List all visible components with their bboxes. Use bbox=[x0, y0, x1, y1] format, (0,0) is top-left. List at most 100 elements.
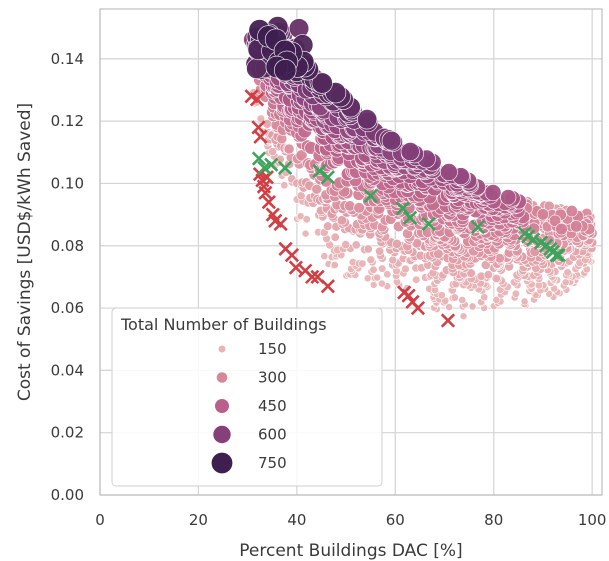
legend: Total Number of Buildings 150 300 450 600 75… bbox=[111, 307, 383, 487]
bubble-point bbox=[459, 312, 468, 321]
green-x-marker bbox=[402, 210, 418, 225]
green-x-marker bbox=[312, 163, 327, 179]
red-x-marker bbox=[305, 269, 320, 285]
legend-label: 150 bbox=[258, 340, 287, 358]
y-tick-label: 0.10 bbox=[51, 174, 84, 192]
x-tick-label: 80 bbox=[484, 511, 503, 529]
x-tick-label: 60 bbox=[386, 511, 405, 529]
green-x-marker bbox=[421, 216, 436, 232]
bubble-point bbox=[466, 268, 476, 278]
bubble-point bbox=[330, 260, 339, 269]
legend-swatch bbox=[212, 424, 232, 444]
red-x-marker bbox=[288, 260, 303, 275]
bubble-point bbox=[369, 265, 378, 274]
x-axis-label: Percent Buildings DAC [%] bbox=[239, 541, 462, 561]
green-x-marker bbox=[470, 219, 486, 235]
legend-label: 600 bbox=[258, 426, 287, 444]
bubble-point bbox=[296, 191, 306, 201]
green-x-marker bbox=[277, 160, 293, 176]
bubble-point bbox=[480, 293, 489, 302]
green-x-marker bbox=[395, 201, 410, 216]
green-x-marker bbox=[363, 188, 378, 204]
legend-swatch bbox=[217, 344, 227, 354]
legend-label: 300 bbox=[258, 369, 287, 387]
green-x-marker bbox=[264, 157, 279, 172]
bubble-point bbox=[492, 295, 501, 304]
green-x-marker bbox=[525, 232, 541, 247]
bubble-point bbox=[357, 109, 378, 130]
x-tick-label: 40 bbox=[287, 511, 306, 529]
bubble-point bbox=[351, 240, 361, 250]
bubble-point bbox=[301, 229, 310, 238]
bubble-point bbox=[388, 255, 398, 265]
legend-box bbox=[111, 307, 383, 487]
green-x-marker bbox=[549, 247, 564, 263]
bubble-point bbox=[484, 184, 502, 202]
red-x-marker bbox=[440, 313, 456, 328]
red-x-marker bbox=[320, 279, 335, 294]
bubble-point bbox=[483, 270, 493, 280]
bubble-point bbox=[311, 72, 333, 94]
red-x-marker bbox=[410, 300, 426, 316]
red-x-marker bbox=[284, 247, 300, 263]
y-axis-label: Cost of Savings [USD$/kWh Saved] bbox=[15, 103, 35, 401]
bubble-point bbox=[437, 291, 446, 300]
legend-swatch bbox=[215, 371, 229, 384]
red-x-marker bbox=[249, 92, 265, 107]
y-tick-label: 0.08 bbox=[51, 237, 84, 255]
y-tick-label: 0.14 bbox=[51, 50, 84, 68]
bubble-point bbox=[548, 214, 562, 227]
bubble-point bbox=[381, 130, 402, 151]
bubble-point bbox=[401, 264, 410, 274]
bubble-point bbox=[302, 215, 311, 224]
bubble-point bbox=[500, 189, 517, 206]
legend-label: 450 bbox=[258, 397, 287, 415]
bubble-point bbox=[366, 255, 376, 265]
legend-title: Total Number of Buildings bbox=[120, 315, 327, 334]
bubble-point bbox=[283, 143, 295, 155]
bubble-point bbox=[353, 202, 365, 214]
bubble-point bbox=[363, 274, 372, 283]
axis-frame bbox=[99, 8, 603, 496]
bubble-point bbox=[373, 273, 381, 282]
bubble-point bbox=[511, 289, 520, 298]
bubble-point bbox=[445, 303, 453, 311]
y-tick-label: 0.04 bbox=[51, 361, 84, 379]
bubble-point bbox=[520, 297, 529, 306]
bubble-point bbox=[569, 220, 583, 233]
legend-label: 750 bbox=[258, 454, 287, 472]
bubble-point bbox=[563, 268, 572, 277]
bubble-point bbox=[383, 270, 392, 279]
bubble-point bbox=[439, 163, 458, 182]
bubble-point bbox=[400, 142, 420, 162]
x-tick-label: 20 bbox=[189, 511, 208, 529]
x-tick-labels: 0 20 40 60 80 100 bbox=[95, 511, 606, 529]
bubble-point bbox=[491, 273, 501, 283]
x-tick-label: 0 bbox=[95, 511, 105, 529]
bubble-point bbox=[458, 295, 467, 304]
bubble-point bbox=[280, 181, 289, 190]
bubble-point bbox=[358, 259, 367, 268]
red-x-marker bbox=[273, 216, 288, 232]
bubble-point bbox=[341, 240, 351, 249]
bubble-point bbox=[412, 275, 421, 284]
y-tick-label: 0.00 bbox=[51, 486, 84, 504]
bubble-point bbox=[295, 149, 308, 162]
bubble-point bbox=[450, 293, 459, 302]
y-tick-label: 0.12 bbox=[51, 112, 84, 130]
bubble-point bbox=[536, 208, 550, 221]
y-tick-label: 0.06 bbox=[51, 299, 84, 317]
green-x-marker bbox=[551, 247, 566, 263]
legend-swatch bbox=[214, 398, 230, 414]
green-x-marker bbox=[251, 151, 267, 166]
bubble-point bbox=[330, 232, 340, 242]
bubble-point bbox=[311, 183, 323, 195]
bubble-point bbox=[378, 264, 387, 273]
bubble-point bbox=[369, 281, 378, 289]
bubble-point bbox=[336, 215, 348, 226]
bubble-point bbox=[344, 200, 356, 212]
bubble-point bbox=[468, 302, 477, 311]
green-x-marker bbox=[320, 170, 335, 185]
x-tick-label: 100 bbox=[578, 511, 607, 529]
